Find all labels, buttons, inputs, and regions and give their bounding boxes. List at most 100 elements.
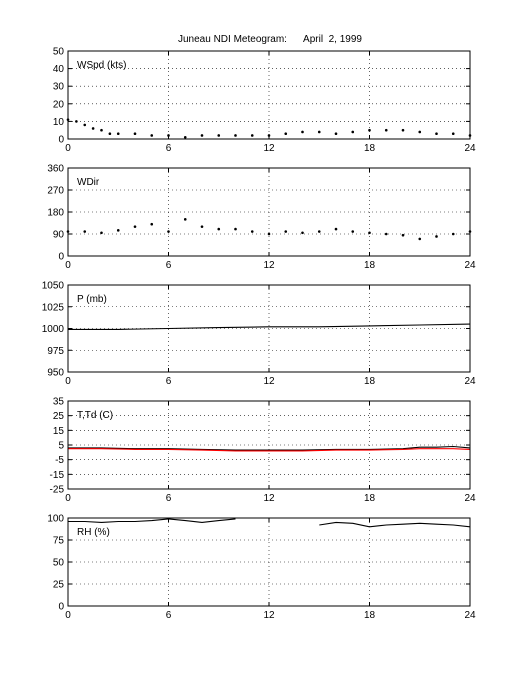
series-line-1 [68, 518, 471, 528]
y-tick-label: 180 [47, 208, 64, 219]
data-point [284, 230, 288, 233]
y-tick-label: 15 [53, 426, 65, 437]
panel-label: WSpd (kts) [77, 60, 126, 71]
x-tick-label: 24 [464, 376, 476, 387]
x-tick-label: 6 [166, 260, 172, 271]
data-point [183, 218, 187, 221]
data-point [200, 225, 204, 228]
panel-label: P (mb) [77, 294, 107, 305]
x-tick-label: 18 [364, 376, 376, 387]
x-tick-label: 24 [464, 143, 476, 154]
figure-title: Juneau NDI Meteogram: April 2, 1999 [178, 34, 362, 45]
x-tick-label: 18 [364, 143, 376, 154]
x-tick-label: 12 [263, 610, 275, 621]
data-point [116, 132, 120, 136]
data-point [150, 222, 154, 226]
x-tick-label: 24 [464, 493, 476, 504]
data-point [234, 227, 237, 231]
x-tick-label: 0 [65, 143, 71, 154]
x-tick-label: 24 [464, 610, 476, 621]
y-tick-label: 975 [47, 346, 64, 357]
data-point [75, 120, 78, 123]
y-tick-label: 0 [58, 252, 64, 263]
data-point [250, 230, 254, 233]
data-point [317, 130, 321, 134]
data-point [250, 134, 254, 137]
panel-2: 0 6 12 18 24 0 90 180 270 360 WDir [47, 164, 476, 272]
data-point [217, 227, 221, 231]
y-tick-label: 25 [53, 580, 65, 591]
data-point [418, 130, 422, 134]
data-point [334, 132, 338, 136]
data-point [133, 132, 137, 136]
data-point [301, 231, 304, 235]
y-tick-label: 35 [53, 397, 65, 408]
data-point [435, 132, 438, 136]
x-tick-label: 0 [65, 260, 71, 271]
data-point [108, 132, 112, 136]
y-tick-label: 1050 [42, 281, 65, 292]
x-tick-label: 18 [364, 260, 376, 271]
y-tick-label: 1000 [42, 324, 65, 335]
data-point [83, 230, 87, 233]
x-tick-label: 24 [464, 260, 476, 271]
data-point [100, 128, 103, 132]
y-tick-label: -25 [50, 485, 65, 496]
data-point [284, 132, 288, 136]
data-point [91, 127, 95, 130]
series-line-1 [68, 323, 471, 330]
data-point [133, 225, 137, 228]
data-point [267, 232, 271, 236]
x-tick-label: 0 [65, 493, 71, 504]
y-tick-label: 950 [47, 368, 64, 379]
data-point [234, 134, 237, 137]
panel-4: 0 6 12 18 24 -25 -15 -5 5 15 25 35 T,Td (C) [50, 397, 476, 505]
y-tick-label: 50 [53, 47, 65, 58]
y-tick-label: -15 [50, 470, 65, 481]
data-point [183, 135, 187, 139]
x-tick-label: 12 [263, 143, 275, 154]
x-tick-label: 12 [263, 376, 275, 387]
x-tick-label: 18 [364, 610, 376, 621]
panel-label: RH (%) [77, 527, 110, 538]
data-point [384, 232, 388, 236]
y-tick-label: -5 [55, 455, 64, 466]
panel-1: 0 6 12 18 24 0 10 20 30 40 50 WSpd (kts) [53, 47, 476, 155]
data-point [451, 132, 455, 136]
data-point [301, 130, 304, 134]
data-point [368, 128, 371, 132]
x-tick-label: 0 [65, 610, 71, 621]
y-tick-label: 40 [53, 64, 65, 75]
panel-3: 0 6 12 18 24 950 975 1000 1025 1050 P (mb) [42, 281, 476, 388]
y-tick-label: 30 [53, 82, 65, 93]
data-point [351, 230, 355, 233]
y-tick-label: 270 [47, 186, 64, 197]
y-tick-label: 5 [58, 441, 64, 452]
data-point [200, 134, 204, 137]
data-point [317, 230, 321, 233]
x-tick-label: 6 [166, 493, 172, 504]
y-tick-label: 0 [58, 602, 64, 613]
data-point [451, 232, 455, 236]
y-tick-label: 20 [53, 99, 65, 110]
data-point [217, 134, 221, 137]
panel-5: 0 6 12 18 24 0 25 50 75 100 RH (%) [47, 514, 476, 622]
x-tick-label: 6 [166, 376, 172, 387]
series-line-2 [68, 448, 471, 452]
data-point [401, 233, 405, 237]
y-tick-label: 25 [53, 411, 65, 422]
x-tick-label: 6 [166, 143, 172, 154]
data-point [384, 128, 388, 132]
y-tick-label: 10 [53, 117, 65, 128]
data-point [150, 134, 154, 137]
x-tick-label: 18 [364, 493, 376, 504]
x-tick-label: 12 [263, 493, 275, 504]
y-tick-label: 360 [47, 164, 64, 175]
x-tick-label: 6 [166, 610, 172, 621]
x-tick-label: 12 [263, 260, 275, 271]
y-tick-label: 75 [53, 536, 65, 547]
y-tick-label: 100 [47, 514, 64, 525]
data-point [334, 227, 338, 231]
data-point [418, 237, 422, 241]
